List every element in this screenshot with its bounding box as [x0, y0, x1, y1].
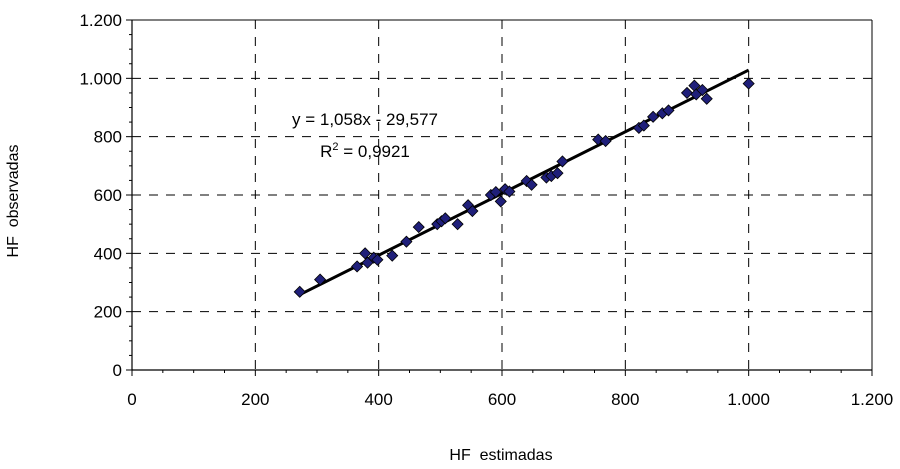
data-point: [503, 185, 516, 198]
data-point: [647, 110, 660, 123]
x-tick-label: 1.000: [727, 390, 770, 409]
r-squared-value: = 0,9921: [339, 142, 410, 161]
data-point: [439, 212, 452, 225]
y-tick-label: 0: [113, 361, 122, 380]
data-point: [466, 204, 479, 218]
y-tick-label: 600: [94, 186, 122, 205]
y-tick-label: 400: [94, 244, 122, 263]
data-point: [700, 92, 713, 105]
data-point: [696, 83, 709, 97]
x-tick-label: 400: [364, 390, 392, 409]
data-point: [359, 247, 372, 260]
data-point: [400, 235, 413, 248]
r-squared-superscript: 2: [332, 141, 338, 153]
r-squared-prefix: R: [320, 142, 332, 161]
y-tick-label: 1.200: [79, 11, 122, 30]
data-point: [351, 260, 364, 273]
data-point: [680, 86, 694, 99]
data-point: [412, 221, 425, 234]
y-tick-label: 1.000: [79, 69, 122, 88]
x-tick-label: 200: [241, 390, 269, 409]
data-points: [293, 77, 755, 298]
tick-labels: 0 200 400 600 800 1.000 1.200 0 200 400 600 800 1.00…: [79, 11, 893, 409]
y-tick-label: 200: [94, 303, 122, 322]
data-point: [742, 77, 755, 90]
data-point: [314, 273, 327, 286]
x-tick-label: 1.200: [851, 390, 894, 409]
data-point: [637, 119, 650, 132]
x-tick-label: 0: [127, 390, 136, 409]
data-point: [599, 134, 612, 148]
y-axis-title: HF observadas: [5, 145, 22, 258]
axes: [126, 19, 873, 376]
data-point: [451, 218, 464, 231]
data-point: [662, 104, 675, 117]
data-point: [551, 167, 564, 180]
x-tick-label: 600: [488, 390, 516, 409]
x-axis-title: HF estimadas: [449, 447, 552, 464]
y-tick-label: 800: [94, 128, 122, 147]
data-point: [371, 253, 384, 266]
trendline-equation: y = 1,058x - 29,577: [292, 110, 438, 129]
data-point: [489, 186, 502, 199]
r-squared-label: R2 = 0,9921: [320, 141, 410, 161]
data-point: [494, 195, 507, 208]
data-point: [386, 249, 399, 262]
x-tick-label: 800: [611, 390, 639, 409]
data-point: [556, 155, 569, 168]
data-point: [293, 285, 306, 298]
data-point: [525, 178, 538, 191]
